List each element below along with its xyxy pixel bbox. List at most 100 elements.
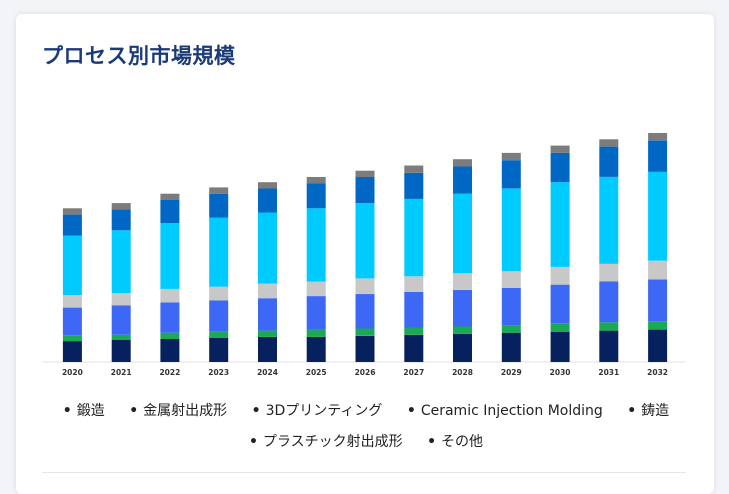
bar-segment-2026-1 <box>355 328 375 336</box>
bar-segment-2024-3 <box>258 283 277 299</box>
legend-item-casting: • 鋳造 <box>627 396 669 427</box>
bar-segment-2026-3 <box>355 278 375 295</box>
bar-segment-2020-1 <box>62 335 82 342</box>
legend-bullet-icon: • <box>62 403 72 419</box>
bar-segment-2022-3 <box>160 288 180 303</box>
bar-segment-2027-1 <box>404 327 424 335</box>
x-tick-label: 2027 <box>403 368 424 377</box>
bar-segment-2021-0 <box>111 340 131 362</box>
bar-segment-2026-2 <box>355 294 375 329</box>
bar-segment-2020-0 <box>62 341 82 362</box>
legend-item-metal-injection-molding: • 金属射出成形 <box>129 396 227 427</box>
bar-segment-2022-2 <box>160 302 180 333</box>
bar-segment-2031-6 <box>599 139 619 147</box>
legend-bullet-icon: • <box>248 434 258 450</box>
bar-segment-2022-6 <box>160 193 180 200</box>
bar-segment-2021-4 <box>111 230 131 293</box>
bar-segment-2026-6 <box>355 170 375 177</box>
bar-segment-2025-3 <box>306 281 326 297</box>
bar-segment-2028-2 <box>453 289 472 327</box>
bar-segment-2032-1 <box>648 321 668 330</box>
bar-segment-2029-5 <box>501 160 521 189</box>
x-tick-label: 2022 <box>159 368 180 377</box>
bar-segment-2021-6 <box>111 203 131 210</box>
x-tick-label: 2026 <box>355 368 376 377</box>
bar-segment-2027-6 <box>404 165 424 173</box>
bar-segment-2020-2 <box>62 307 82 336</box>
legend-item-plastic-injection-molding: • プラスチック射出成形 <box>249 427 403 458</box>
bar-segment-2028-0 <box>453 333 472 362</box>
x-tick-label: 2021 <box>111 368 132 377</box>
legend-label: 金属射出成形 <box>143 403 228 419</box>
legend-label: 鋳造 <box>641 403 670 419</box>
legend-bullet-icon: • <box>627 403 637 419</box>
bar-segment-2027-0 <box>404 334 424 362</box>
x-tick-label: 2020 <box>62 368 83 377</box>
bar-segment-2025-5 <box>306 183 326 209</box>
bar-segment-2031-1 <box>599 322 619 331</box>
card-divider <box>42 472 686 473</box>
x-tick-label: 2023 <box>208 368 229 377</box>
legend-bullet-icon: • <box>427 434 437 450</box>
bar-segment-2024-2 <box>258 298 277 331</box>
bar-segment-2026-0 <box>355 335 375 362</box>
x-tick-label: 2024 <box>257 368 278 377</box>
bar-segment-2030-5 <box>550 152 570 183</box>
bar-segment-2021-3 <box>111 293 131 306</box>
bar-segment-2021-5 <box>111 209 131 231</box>
bar-segment-2030-4 <box>550 182 570 267</box>
bar-segment-2020-4 <box>62 235 82 296</box>
bar-segment-2027-3 <box>404 276 424 292</box>
bar-segment-2024-4 <box>258 212 277 284</box>
bar-segment-2029-2 <box>501 287 521 326</box>
bar-segment-2032-3 <box>648 260 668 280</box>
bar-segment-2024-6 <box>258 182 277 189</box>
bar-segment-2032-4 <box>648 171 668 261</box>
legend-label: その他 <box>441 434 484 450</box>
bar-segment-2021-2 <box>111 305 131 335</box>
bar-segment-2030-1 <box>550 323 570 332</box>
bar-segment-2029-0 <box>501 332 521 362</box>
market-size-card: プロセス別市場規模 2020 2021 2022 2023 2024 2025 2026 20… <box>16 14 714 494</box>
legend-item-3d-printing: • 3Dプリンティング <box>252 396 383 427</box>
x-tick-label: 2028 <box>452 368 473 377</box>
bar-segment-2027-4 <box>404 198 424 277</box>
legend-label: プラスチック射出成形 <box>262 434 403 450</box>
x-tick-label: 2031 <box>598 368 619 377</box>
bar-segment-2028-3 <box>453 273 472 290</box>
legend-item-other: • その他 <box>427 427 483 458</box>
bar-segment-2020-6 <box>62 208 82 215</box>
bar-segment-2030-0 <box>550 331 570 362</box>
x-tick-label: 2029 <box>501 368 522 377</box>
x-tick-label: 2032 <box>647 368 668 377</box>
bar-segment-2030-3 <box>550 266 570 285</box>
card-title: プロセス別市場規模 <box>42 44 236 68</box>
bar-segment-2031-0 <box>599 330 619 362</box>
bar-segment-2030-2 <box>550 284 570 324</box>
bar-segment-2025-6 <box>306 177 326 184</box>
bar-segment-2026-5 <box>355 177 375 204</box>
bar-segment-2023-4 <box>209 217 229 287</box>
bar-segment-2032-2 <box>648 279 668 322</box>
bar-segment-2024-5 <box>258 188 277 213</box>
bar-segment-2031-3 <box>599 263 619 282</box>
bar-segment-2025-1 <box>306 329 326 337</box>
x-tick-label: 2030 <box>550 368 571 377</box>
bar-segment-2032-0 <box>648 329 668 362</box>
bar-segment-2031-2 <box>599 281 619 323</box>
bar-segment-2023-1 <box>209 331 229 338</box>
bar-segment-2022-1 <box>160 332 180 339</box>
legend-item-forging: • 鍛造 <box>63 396 105 427</box>
bar-segment-2022-5 <box>160 200 180 223</box>
bar-segment-2026-4 <box>355 203 375 279</box>
bar-segment-2021-1 <box>111 334 131 340</box>
bar-segment-2028-6 <box>453 159 472 167</box>
bar-segment-2028-1 <box>453 326 472 334</box>
bar-segment-2024-1 <box>258 330 277 337</box>
legend-bullet-icon: • <box>251 403 261 419</box>
bar-segment-2023-5 <box>209 193 229 218</box>
legend-bullet-icon: • <box>406 403 416 419</box>
legend-label: 3Dプリンティング <box>265 403 383 419</box>
bar-segment-2031-4 <box>599 177 619 264</box>
bar-segment-2024-0 <box>258 336 277 362</box>
